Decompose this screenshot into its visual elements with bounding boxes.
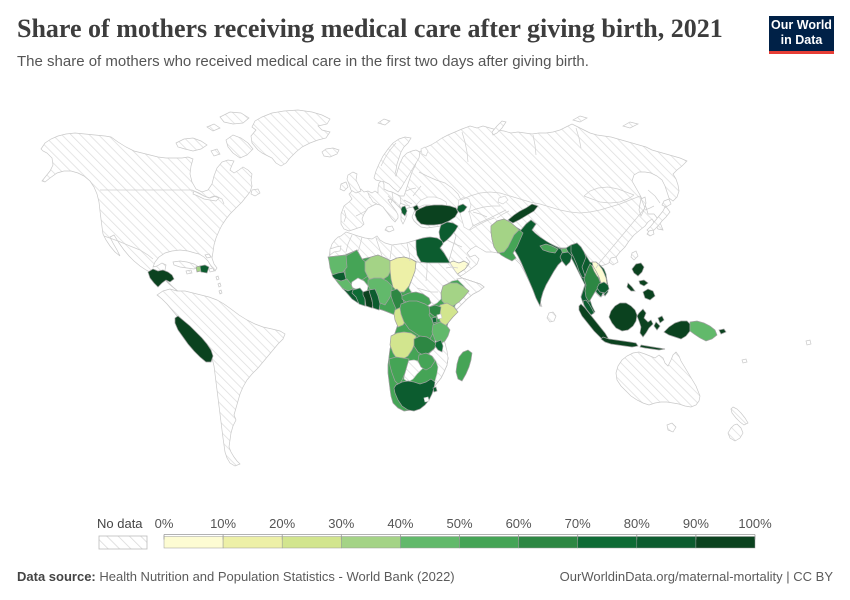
svg-text:0%: 0% xyxy=(155,516,174,531)
svg-text:100%: 100% xyxy=(738,516,772,531)
svg-text:60%: 60% xyxy=(506,516,532,531)
svg-text:10%: 10% xyxy=(210,516,236,531)
svg-text:30%: 30% xyxy=(328,516,354,531)
svg-text:50%: 50% xyxy=(446,516,472,531)
svg-text:70%: 70% xyxy=(565,516,591,531)
svg-text:80%: 80% xyxy=(624,516,650,531)
svg-text:90%: 90% xyxy=(683,516,709,531)
svg-text:40%: 40% xyxy=(387,516,413,531)
svg-text:20%: 20% xyxy=(269,516,295,531)
